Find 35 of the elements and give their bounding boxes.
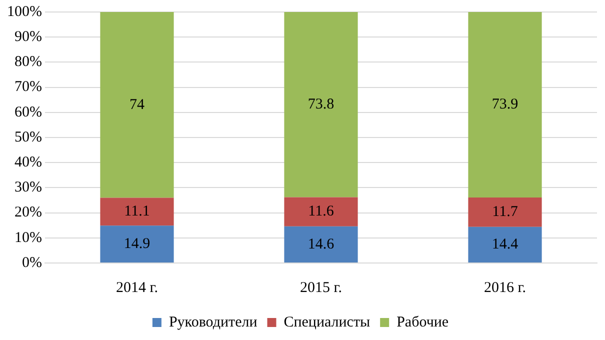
y-tick-label: 100% — [6, 4, 42, 20]
legend-label: Рабочие — [396, 314, 449, 330]
legend-label: Руководители — [168, 314, 258, 330]
y-tick-label: 50% — [14, 129, 42, 146]
bar — [468, 226, 542, 262]
bar — [284, 197, 358, 226]
data-label: 11.1 — [124, 204, 150, 220]
legend-label: Специалисты — [284, 314, 370, 330]
y-tick-label: 10% — [14, 230, 42, 246]
y-tick-label: 90% — [14, 29, 42, 46]
x-tick-label: 2016 г. — [484, 280, 526, 296]
y-tick-label: 80% — [14, 54, 42, 70]
data-label: 14.9 — [124, 236, 150, 252]
bar — [468, 197, 542, 227]
bar — [284, 12, 358, 198]
data-label: 74 — [129, 96, 145, 113]
data-label: 11.7 — [492, 204, 518, 220]
x-tick-label: 2015 г. — [300, 280, 342, 296]
data-label: 14.6 — [308, 236, 335, 252]
bar — [100, 12, 174, 198]
bar — [100, 198, 174, 226]
y-tick-label: 20% — [14, 204, 42, 221]
data-label: 73.9 — [492, 96, 518, 113]
y-tick-label: 40% — [14, 154, 42, 171]
data-label: 73.8 — [308, 96, 334, 113]
data-label: 11.6 — [308, 204, 334, 220]
y-tick-label: 0% — [22, 254, 42, 271]
bar — [284, 226, 358, 262]
bar — [100, 226, 174, 262]
y-tick-label: 70% — [14, 79, 42, 96]
bar — [468, 12, 542, 198]
data-label: 14.4 — [492, 236, 519, 253]
x-tick-label: 2014 г. — [116, 280, 158, 296]
y-tick-label: 30% — [14, 180, 42, 196]
y-tick-label: 60% — [14, 104, 42, 120]
